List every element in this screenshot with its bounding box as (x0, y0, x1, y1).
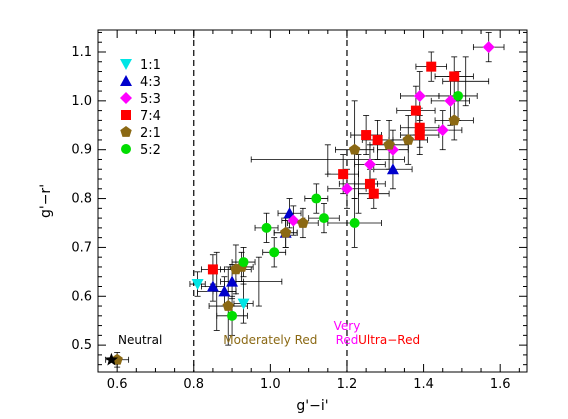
y-tick-label: 0.9 (71, 143, 92, 158)
legend-label: 7:4 (140, 109, 161, 124)
series-4-3-point (386, 163, 399, 175)
series-7-4-point (338, 169, 349, 180)
series-7-4-point (361, 130, 372, 141)
series-5-3-point (444, 94, 457, 107)
legend-label: 5:3 (140, 92, 161, 107)
y-tick-label: 1.0 (71, 94, 92, 109)
legend-marker (121, 144, 131, 154)
series-7-4-point (364, 178, 375, 189)
y-tick-label: 0.5 (71, 338, 92, 353)
series-5-3-point (340, 182, 353, 195)
legend-marker (120, 92, 132, 104)
x-tick-label: 0.8 (183, 377, 204, 392)
x-tick-label: 0.6 (107, 377, 128, 392)
legend-label: 2:1 (140, 126, 161, 141)
series-2-1-point (279, 226, 292, 238)
series-5-2-point (318, 213, 329, 224)
series-7-4-point (414, 122, 425, 133)
legend-marker (120, 59, 132, 70)
x-tick-label: 1.0 (260, 377, 281, 392)
series-7-4-point (449, 71, 460, 82)
series-7-4-point (372, 134, 383, 145)
series-5-2-point (349, 217, 360, 228)
series-2-1-point (222, 300, 234, 311)
x-tick-label: 1.2 (337, 377, 358, 392)
series-2-1-point (348, 143, 361, 155)
data-markers (104, 41, 495, 366)
neutral-star-marker (104, 352, 119, 366)
legend-marker (120, 75, 132, 86)
series-7-4-point (426, 61, 437, 72)
series-5-2-point (238, 257, 249, 268)
series-1-1-point (237, 298, 250, 310)
error-bars (105, 32, 505, 368)
x-axis-label: g'−i' (296, 398, 328, 414)
region-label: Ultra−Red (358, 333, 420, 347)
x-tick-label: 1.4 (413, 377, 434, 392)
series-5-2-point (311, 193, 322, 204)
legend: 1:1 4:3 5:3 7:4 2:1 5:2 (120, 58, 161, 158)
axes: 0.6 0.8 1.0 1.2 1.4 1.6 0.5 0.6 0.7 0.8 0.9 1.0 1.1 (71, 29, 528, 392)
series-5-3-point (413, 89, 426, 102)
legend-label: 1:1 (140, 58, 161, 73)
series-2-1-point (402, 133, 414, 145)
y-tick-label: 0.6 (71, 289, 92, 304)
legend-marker (120, 126, 132, 137)
region-label: Red (336, 333, 359, 347)
series-4-3-point (218, 285, 231, 297)
series-1-1-point (191, 279, 204, 291)
series-5-2-point (227, 310, 238, 321)
series-5-3-point (482, 41, 495, 54)
errorbar (250, 144, 405, 175)
series-5-2-point (261, 222, 272, 233)
series-2-1-point (297, 216, 309, 228)
y-axis-label: g'−r' (38, 184, 54, 218)
series-5-3-point (287, 214, 300, 227)
series-7-4-point (207, 264, 218, 275)
y-tick-label: 1.1 (71, 45, 92, 60)
region-label: Neutral (118, 333, 162, 347)
series-5-2-point (453, 90, 464, 101)
y-tick-label: 0.8 (71, 192, 92, 207)
legend-label: 4:3 (140, 75, 161, 90)
series-5-3-point (436, 124, 449, 137)
legend-label: 5:2 (140, 143, 161, 158)
legend-marker (121, 110, 131, 120)
region-label: Very (334, 319, 361, 333)
region-label: Moderately Red (223, 333, 317, 347)
series-4-3-point (226, 275, 239, 287)
series-7-4-point (414, 130, 425, 141)
series-5-2-point (269, 247, 280, 258)
y-tick-label: 0.7 (71, 240, 92, 255)
series-4-3-point (206, 280, 219, 292)
series-5-3-point (363, 158, 376, 171)
x-tick-label: 1.6 (490, 377, 511, 392)
series-7-4-point (410, 105, 421, 116)
series-2-1-point (383, 138, 395, 150)
plot-frame (97, 29, 528, 373)
series-7-4-point (368, 188, 379, 199)
series-2-1-point (448, 114, 460, 126)
